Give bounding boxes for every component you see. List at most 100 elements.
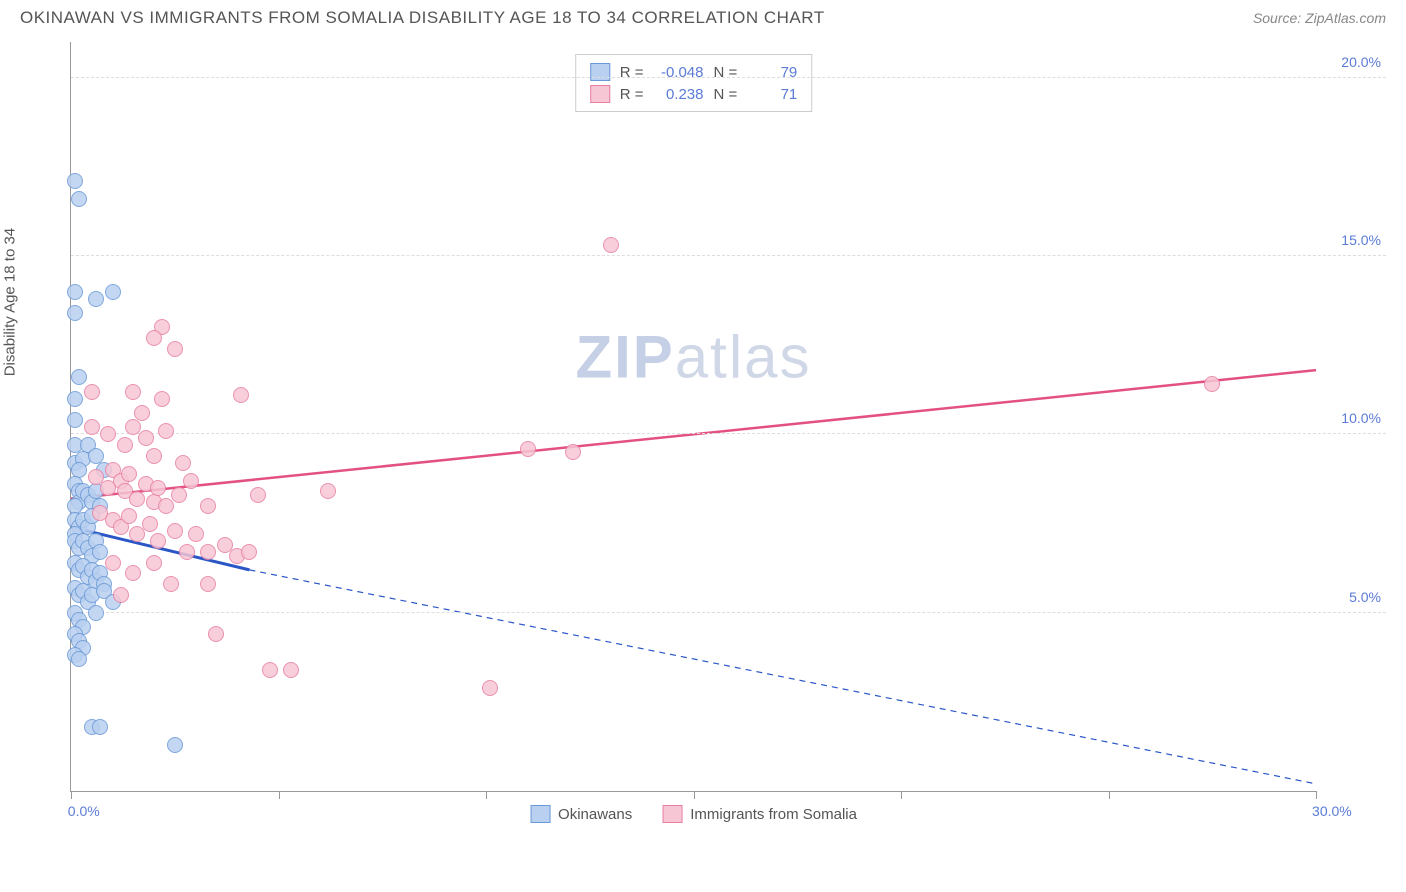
data-point [105, 555, 121, 571]
data-point [482, 680, 498, 696]
data-point [146, 555, 162, 571]
y-tick-label: 5.0% [1349, 589, 1381, 605]
data-point [146, 448, 162, 464]
data-point [167, 523, 183, 539]
data-point [129, 491, 145, 507]
data-point [200, 576, 216, 592]
x-tick [694, 791, 695, 799]
legend-label-1: Okinawans [558, 806, 632, 823]
data-point [1204, 376, 1220, 392]
source-label: Source: [1253, 10, 1301, 26]
data-point [71, 191, 87, 207]
data-point [125, 565, 141, 581]
data-point [67, 305, 83, 321]
gridline [71, 255, 1386, 256]
x-tick [1316, 791, 1317, 799]
data-point [138, 430, 154, 446]
stats-r-value-2: 0.238 [654, 86, 704, 103]
swatch-series2 [590, 85, 610, 103]
stats-r-value-1: -0.048 [654, 64, 704, 81]
data-point [154, 391, 170, 407]
data-point [320, 483, 336, 499]
data-point [121, 508, 137, 524]
gridline [71, 612, 1386, 613]
data-point [171, 487, 187, 503]
data-point [105, 284, 121, 300]
data-point [283, 662, 299, 678]
stats-row-series2: R = 0.238 N = 71 [590, 83, 798, 105]
stats-n-value-1: 79 [747, 64, 797, 81]
data-point [233, 387, 249, 403]
data-point [134, 405, 150, 421]
data-point [142, 516, 158, 532]
trend-line-dashed [249, 570, 1316, 784]
y-tick-label: 20.0% [1341, 54, 1381, 70]
data-point [71, 651, 87, 667]
data-point [200, 498, 216, 514]
data-point [150, 533, 166, 549]
data-point [121, 466, 137, 482]
trend-lines-layer [71, 42, 1316, 791]
data-point [603, 237, 619, 253]
gridline [71, 77, 1386, 78]
stats-r-label: R = [620, 64, 644, 81]
data-point [67, 284, 83, 300]
data-point [188, 526, 204, 542]
x-tick-label: 30.0% [1312, 803, 1352, 819]
source-value: ZipAtlas.com [1305, 10, 1386, 26]
data-point [175, 455, 191, 471]
data-point [117, 437, 133, 453]
chart-title: OKINAWAN VS IMMIGRANTS FROM SOMALIA DISA… [20, 8, 825, 28]
data-point [262, 662, 278, 678]
data-point [179, 544, 195, 560]
chart-container: Disability Age 18 to 34 ZIPatlas R = -0.… [20, 32, 1386, 852]
data-point [565, 444, 581, 460]
stats-row-series1: R = -0.048 N = 79 [590, 61, 798, 83]
y-tick-label: 10.0% [1341, 410, 1381, 426]
data-point [150, 480, 166, 496]
data-point [125, 384, 141, 400]
chart-header: OKINAWAN VS IMMIGRANTS FROM SOMALIA DISA… [0, 0, 1406, 32]
data-point [100, 426, 116, 442]
data-point [84, 419, 100, 435]
legend-label-2: Immigrants from Somalia [690, 806, 857, 823]
correlation-stats-box: R = -0.048 N = 79 R = 0.238 N = 71 [575, 54, 813, 112]
y-axis-label: Disability Age 18 to 34 [2, 228, 19, 376]
legend-item-series2: Immigrants from Somalia [662, 805, 857, 823]
x-tick [901, 791, 902, 799]
data-point [200, 544, 216, 560]
x-tick [279, 791, 280, 799]
data-point [163, 576, 179, 592]
data-point [241, 544, 257, 560]
legend-swatch-2 [662, 805, 682, 823]
y-tick-label: 15.0% [1341, 232, 1381, 248]
data-point [67, 391, 83, 407]
data-point [67, 173, 83, 189]
data-point [84, 384, 100, 400]
data-point [71, 369, 87, 385]
x-tick [486, 791, 487, 799]
swatch-series1 [590, 63, 610, 81]
legend-item-series1: Okinawans [530, 805, 632, 823]
data-point [183, 473, 199, 489]
plot-area: ZIPatlas R = -0.048 N = 79 R = 0.238 N =… [70, 42, 1316, 792]
x-tick-label: 0.0% [68, 803, 100, 819]
data-point [520, 441, 536, 457]
data-point [92, 719, 108, 735]
x-tick [1109, 791, 1110, 799]
data-point [88, 291, 104, 307]
stats-r-label2: R = [620, 86, 644, 103]
source-attribution: Source: ZipAtlas.com [1253, 10, 1386, 26]
data-point [158, 423, 174, 439]
x-tick [71, 791, 72, 799]
data-point [208, 626, 224, 642]
data-point [88, 605, 104, 621]
data-point [113, 587, 129, 603]
stats-n-label: N = [714, 64, 738, 81]
legend-swatch-1 [530, 805, 550, 823]
data-point [146, 330, 162, 346]
data-point [167, 737, 183, 753]
stats-n-value-2: 71 [747, 86, 797, 103]
gridline [71, 433, 1386, 434]
stats-n-label2: N = [714, 86, 738, 103]
